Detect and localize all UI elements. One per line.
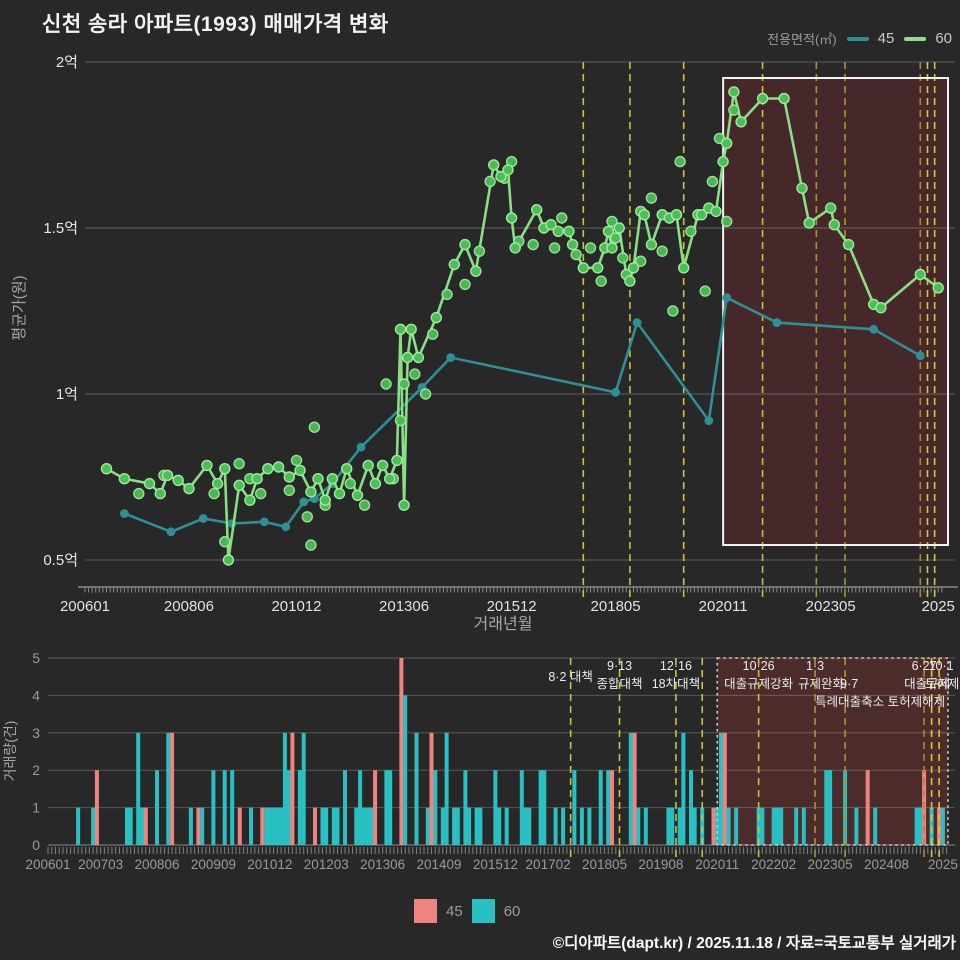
area-legend-item-45[interactable]: 45: [846, 30, 895, 47]
svg-text:201012: 201012: [247, 857, 292, 872]
svg-text:201409: 201409: [417, 857, 462, 872]
svg-text:200806: 200806: [164, 598, 214, 615]
chart-title: 신천 송라 아파트(1993) 매매가격 변화: [42, 13, 389, 36]
svg-text:200601: 200601: [25, 857, 70, 872]
svg-text:8·2 대책: 8·2 대책: [548, 669, 593, 684]
svg-text:18차대책: 18차대책: [652, 676, 700, 691]
price-chart: 0.5억 1억 1.5억 2억 200601 200806 201012 201306 2015…: [11, 54, 958, 633]
svg-text:202011: 202011: [699, 598, 748, 615]
svg-text:201203: 201203: [304, 857, 349, 872]
series-legend-item-45[interactable]: 45: [414, 899, 463, 923]
svg-text:1.5억: 1.5억: [43, 220, 78, 237]
area-legend-item-60[interactable]: 60: [904, 30, 952, 47]
svg-text:201805: 201805: [591, 598, 641, 615]
svg-text:4: 4: [32, 687, 40, 703]
footer-credit: ©디아파트(dapt.kr) / 2025.11.18 / 자료=국토교통부 실…: [552, 935, 956, 952]
series-60-line: [100, 86, 944, 566]
svg-text:200909: 200909: [191, 857, 236, 872]
area-legend-value-45: 45: [877, 30, 895, 47]
svg-text:1억: 1억: [56, 386, 78, 403]
svg-text:2025: 2025: [928, 857, 958, 872]
svg-text:201306: 201306: [379, 598, 429, 615]
svg-text:대출규제: 대출규제: [904, 677, 950, 691]
volume-chart: 0 1 2 3 4 5 200601 200703 200806 200909 201012 2012…: [2, 650, 959, 872]
series-legend-item-60[interactable]: 60: [471, 899, 521, 923]
svg-text:200806: 200806: [135, 857, 180, 872]
area-legend: 전용면적(㎡) 45 60: [767, 29, 952, 48]
svg-text:대출규제강화: 대출규제강화: [724, 677, 794, 691]
svg-text:2억: 2억: [56, 54, 78, 71]
area-legend-value-60: 60: [935, 30, 952, 47]
svg-text:10·26: 10·26: [743, 659, 775, 673]
svg-text:12·16: 12·16: [660, 659, 692, 673]
svg-text:종합대책: 종합대책: [597, 676, 643, 691]
line-swatch-45-icon: [846, 36, 869, 41]
series-legend: 45 60: [414, 899, 520, 923]
svg-text:202305: 202305: [806, 598, 856, 615]
svg-text:202202: 202202: [751, 857, 796, 872]
svg-text:200703: 200703: [78, 857, 123, 872]
svg-text:3: 3: [32, 725, 40, 741]
svg-text:10·1: 10·1: [929, 659, 954, 673]
bar-swatch-45-icon: [414, 899, 437, 923]
svg-text:201512: 201512: [473, 857, 518, 872]
svg-text:201702: 201702: [526, 857, 571, 872]
area-legend-label: 전용면적(㎡): [767, 32, 837, 47]
svg-text:202305: 202305: [808, 857, 853, 872]
svg-text:9·13: 9·13: [607, 659, 632, 673]
svg-text:202408: 202408: [864, 857, 909, 872]
svg-text:201512: 201512: [487, 598, 537, 615]
svg-text:200601: 200601: [60, 598, 110, 615]
series-legend-value-45: 45: [446, 902, 463, 920]
svg-text:201805: 201805: [582, 857, 627, 872]
svg-text:1·3: 1·3: [806, 659, 824, 673]
svg-text:201012: 201012: [271, 598, 321, 615]
svg-text:평균가(원): 평균가(원): [11, 275, 28, 340]
svg-text:거래량(건): 거래량(건): [2, 721, 18, 782]
svg-text:특례대출축소 토허제해제: 특례대출축소 토허제해제: [815, 695, 945, 709]
svg-text:2: 2: [32, 762, 40, 778]
svg-text:2025: 2025: [922, 598, 955, 615]
svg-text:202011: 202011: [695, 857, 739, 872]
bar-swatch-60-icon: [471, 899, 495, 923]
series-legend-value-60: 60: [503, 902, 521, 920]
svg-text:201908: 201908: [638, 857, 683, 872]
line-swatch-60-icon: [904, 36, 927, 41]
svg-text:규제완화: 규제완화: [798, 677, 845, 691]
svg-text:0.5억: 0.5억: [43, 552, 78, 569]
svg-text:6·27: 6·27: [912, 659, 937, 673]
svg-text:0: 0: [32, 837, 40, 853]
svg-text:1: 1: [32, 800, 40, 816]
svg-text:201306: 201306: [360, 857, 405, 872]
volume-bars: [76, 658, 945, 845]
policy-annotations: 8·2 대책 9·13 종합대책 12·16 18차대책 10·26 대출규제강화 1·3 규제…: [548, 659, 959, 709]
svg-text:9·7: 9·7: [840, 677, 858, 691]
svg-text:거래년월: 거래년월: [474, 615, 533, 633]
svg-text:5: 5: [32, 650, 40, 666]
svg-text:토허제: 토허제: [925, 677, 960, 691]
